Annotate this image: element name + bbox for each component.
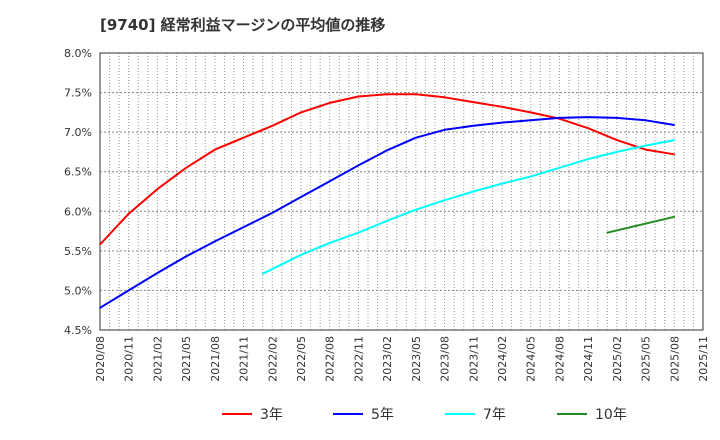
chart-title: [9740] 経常利益マージンの平均値の推移 [100,16,386,34]
data-point [99,243,101,246]
data-point [673,139,676,141]
x-tick-label: 2024/11 [582,336,595,382]
data-point [127,212,130,215]
data-point [328,102,331,104]
data-point [99,307,101,309]
data-point [271,212,274,214]
data-point [606,231,609,234]
y-tick-label: 6.5% [64,166,92,179]
data-point [472,101,475,103]
data-point [415,93,417,95]
legend-label: 3年 [260,407,283,423]
data-point [300,254,302,256]
data-point [501,121,503,124]
data-point [443,199,446,202]
data-point [529,175,532,178]
y-tick-label: 5.0% [64,284,92,297]
data-point [673,153,676,156]
data-point [644,144,647,147]
data-point [616,117,618,119]
data-point [673,216,676,218]
data-point [127,289,130,292]
data-point [558,117,561,119]
data-point [616,139,618,141]
x-tick-label: 2022/08 [324,336,337,382]
data-point [357,164,360,167]
x-tick-label: 2025/08 [668,336,681,382]
legend-label: 5年 [371,407,394,423]
x-tick-label: 2023/05 [410,336,423,382]
x-tick-label: 2023/08 [439,336,452,382]
data-point [501,182,503,185]
data-point [328,242,331,244]
data-point [386,93,388,95]
data-point [300,111,302,114]
data-point [472,190,475,193]
x-tick-label: 2020/11 [123,336,136,382]
y-tick-label: 7.5% [64,87,92,100]
data-point [558,166,561,169]
data-point [214,148,216,151]
data-point [587,158,589,160]
x-tick-label: 2022/02 [266,336,279,382]
data-point [587,127,589,129]
x-tick-label: 2023/11 [467,336,480,382]
data-point [185,166,187,169]
data-point [300,196,302,198]
data-point [443,96,446,99]
x-tick-label: 2024/05 [525,336,538,382]
x-tick-label: 2025/02 [611,336,624,382]
x-tick-label: 2021/08 [209,336,222,382]
x-tick-label: 2025/11 [697,336,710,382]
x-tick-label: 2020/08 [94,336,107,382]
legend-label: 10年 [595,407,627,423]
data-point [644,119,647,122]
data-point [529,111,532,114]
data-point [357,95,360,98]
data-point [415,136,417,139]
y-tick-label: 6.0% [64,205,92,218]
data-point [261,273,264,275]
data-point [156,188,159,190]
y-tick-label: 4.5% [64,324,92,337]
series-line-10年 [607,215,675,234]
data-point [443,128,446,131]
data-point [386,219,388,222]
data-point [328,180,331,183]
data-point [185,255,187,258]
x-tick-label: 2021/11 [238,336,251,382]
plot-frame [99,52,704,331]
x-tick-label: 2024/08 [553,336,566,382]
data-point [357,231,360,234]
data-point [156,272,159,274]
data-point [587,116,589,118]
x-tick-label: 2022/11 [352,336,365,382]
x-tick-label: 2023/02 [381,336,394,382]
x-tick-label: 2024/02 [496,336,509,382]
data-point [673,124,676,126]
data-point [242,136,245,139]
y-tick-label: 7.0% [64,126,92,139]
x-tick-label: 2025/05 [640,336,653,382]
data-point [529,119,532,122]
data-point [501,106,503,108]
series-line-7年 [262,139,675,275]
legend-label: 7年 [483,407,506,423]
data-point [271,125,274,127]
y-tick-label: 8.0% [64,47,92,60]
data-point [386,149,388,152]
x-tick-label: 2022/05 [295,336,308,382]
x-tick-label: 2021/05 [180,336,193,382]
data-point [644,148,647,151]
data-point [214,240,216,243]
y-tick-label: 5.5% [64,245,92,258]
data-point [616,151,618,153]
data-point [415,208,417,211]
data-point [472,125,475,127]
x-tick-label: 2021/02 [151,336,164,382]
data-point [242,226,245,228]
